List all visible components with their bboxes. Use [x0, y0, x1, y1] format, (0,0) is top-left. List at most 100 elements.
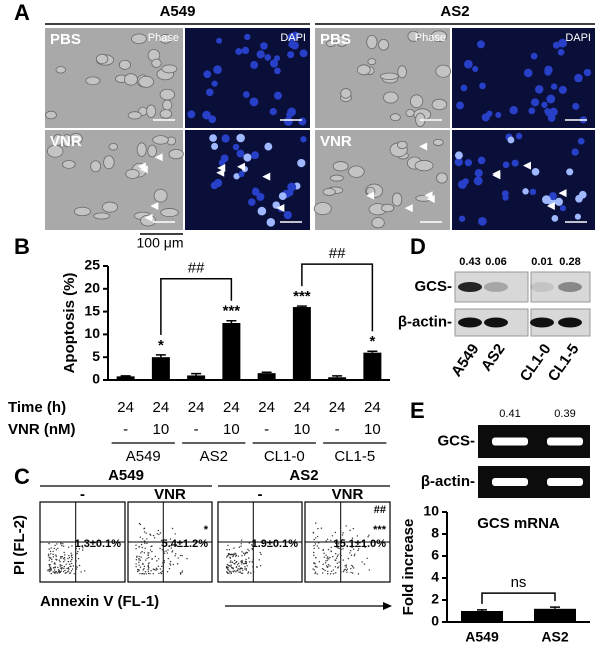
event [62, 557, 65, 560]
event [346, 571, 348, 573]
event [63, 560, 65, 563]
event [352, 528, 355, 530]
nucleus [566, 168, 574, 176]
nucleus [266, 218, 276, 227]
bar [328, 377, 347, 380]
cell [168, 148, 184, 160]
nucleus [269, 59, 279, 68]
event [358, 541, 361, 543]
nucleus [458, 215, 466, 222]
event [237, 568, 239, 570]
event [170, 547, 172, 549]
event [139, 523, 142, 526]
event [172, 563, 174, 566]
condition-label: VNR [154, 486, 186, 503]
cell [101, 201, 119, 213]
cell [93, 212, 111, 220]
event [332, 555, 334, 558]
event [68, 572, 71, 574]
cell [159, 109, 173, 119]
band [458, 282, 482, 292]
ratio: 0.28 [559, 256, 580, 268]
event [244, 560, 247, 563]
cell [45, 110, 57, 120]
event [342, 532, 344, 534]
event [330, 546, 332, 548]
dose-cell: - [264, 421, 269, 438]
event [229, 556, 231, 558]
nucleus [472, 65, 479, 72]
nucleus [454, 151, 463, 160]
event [53, 547, 56, 550]
event [351, 537, 354, 539]
band [530, 317, 554, 328]
event [138, 546, 140, 548]
significance: ## [374, 504, 386, 516]
nucleus [241, 46, 250, 55]
event [312, 568, 314, 570]
nucleus [550, 83, 558, 90]
nucleus [238, 170, 245, 178]
event [251, 548, 254, 551]
event [48, 556, 50, 559]
event [241, 551, 243, 553]
event [135, 559, 138, 561]
error-bar [332, 375, 343, 378]
event [324, 569, 326, 572]
error-bar [226, 319, 237, 323]
event [138, 559, 140, 561]
event [231, 566, 233, 569]
event [346, 568, 349, 570]
event [244, 552, 247, 555]
event [334, 553, 337, 555]
event [339, 542, 342, 544]
nucleus [256, 50, 265, 59]
nucleus [554, 197, 563, 206]
group-label: CL1-0 [264, 448, 305, 465]
label: AS2 [440, 3, 469, 20]
event [245, 561, 248, 563]
event [149, 549, 152, 551]
event [135, 544, 137, 546]
nucleus [478, 216, 487, 226]
event [158, 533, 160, 536]
event [314, 563, 316, 565]
cell [118, 59, 131, 70]
arrowhead [216, 168, 225, 177]
nucleus [235, 48, 243, 55]
nucleus [544, 65, 553, 74]
condition-label: - [258, 486, 263, 503]
event [351, 572, 354, 574]
event [56, 558, 58, 561]
event [73, 573, 75, 575]
nucleus [213, 178, 223, 188]
event [146, 557, 148, 560]
nucleus [287, 32, 297, 42]
event [227, 568, 229, 571]
event [181, 570, 184, 572]
event [141, 550, 143, 553]
nucleus [559, 205, 567, 212]
cell [435, 64, 452, 78]
nucleus [531, 167, 540, 176]
event [349, 549, 352, 552]
event [64, 554, 66, 556]
band [558, 282, 582, 292]
nucleus [551, 215, 559, 222]
label: D [410, 234, 426, 259]
event [240, 560, 242, 563]
event [63, 565, 65, 568]
cell [407, 30, 420, 42]
nucleus [287, 182, 297, 192]
event [136, 555, 138, 558]
channel-label: Phase [415, 32, 446, 44]
event [357, 549, 359, 552]
cell [405, 109, 415, 117]
nucleus [187, 110, 196, 119]
nucleus [460, 84, 468, 92]
nucleus [297, 158, 306, 168]
time-cell: 24 [188, 399, 205, 416]
lane-label: CL1-5 [545, 341, 583, 385]
event [230, 565, 232, 568]
event [75, 565, 77, 567]
